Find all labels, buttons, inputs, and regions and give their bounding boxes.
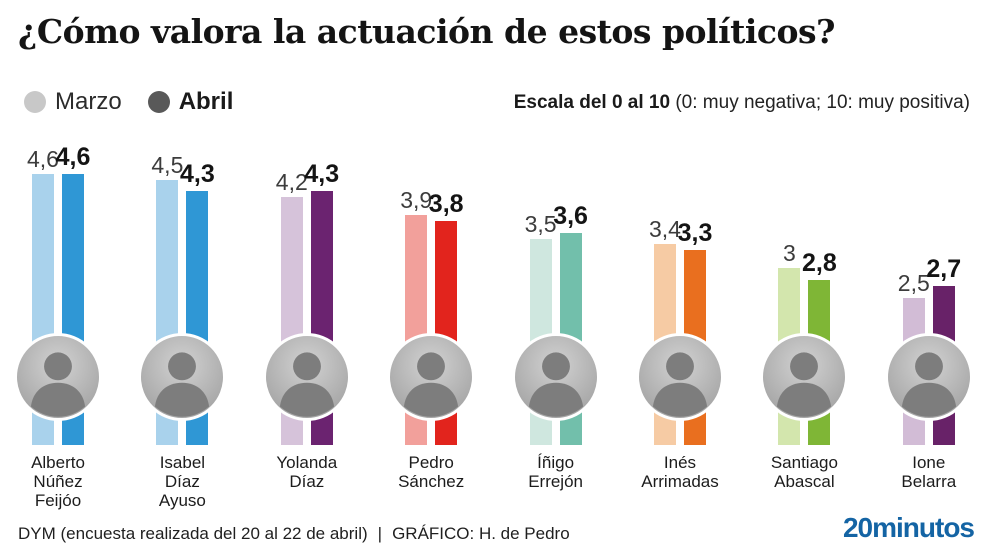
name-ines-arrimadas: Inés Arrimadas [641, 453, 719, 491]
photo-yolanda-diaz [262, 333, 351, 421]
abril-value-alberto-nunez-feijoo: 4,6 [55, 142, 91, 171]
abril-value-yolanda-diaz: 4,3 [304, 160, 340, 189]
legend-item-abril: Abril [147, 88, 234, 116]
marzo-value-yolanda-diaz: 4,2 [275, 169, 308, 196]
marzo-value-ines-arrimadas: 3,4 [649, 216, 681, 243]
name-alberto-nunez-feijoo: Alberto Núñez Feijóo [31, 453, 85, 510]
name-pedro-sanchez: Pedro Sánchez [398, 453, 465, 491]
person-silhouette-icon [404, 352, 459, 417]
person-silhouette-icon [777, 352, 832, 417]
photo-ione-belarra [884, 333, 973, 421]
legend: Marzo Abril [24, 88, 233, 116]
person-silhouette-icon [652, 352, 708, 417]
footer-separator: | [377, 524, 383, 543]
abril-value-ione-belarra: 2,7 [926, 254, 962, 283]
name-isabel-diaz-ayuso: Isabel Díaz Ayuso [158, 453, 206, 510]
abril-value-ines-arrimadas: 3,3 [677, 219, 713, 248]
marzo-value-pedro-sanchez: 3,9 [400, 186, 433, 213]
credit-text: GRÁFICO: H. de Pedro [392, 524, 570, 543]
marzo-dot-icon [24, 91, 46, 113]
abril-value-isabel-diaz-ayuso: 4,3 [180, 160, 215, 189]
photo-inigo-errejon [511, 333, 600, 421]
marzo-value-isabel-diaz-ayuso: 4,5 [151, 151, 184, 178]
person-silhouette-icon [30, 352, 86, 417]
name-ione-belarra: Ione Belarra [901, 453, 957, 491]
scale-note-bold: Escala del 0 al 10 [513, 92, 671, 113]
legend-label-marzo: Marzo [55, 88, 122, 115]
photo-pedro-sanchez [387, 333, 476, 421]
source-text: DYM (encuesta realizada del 20 al 22 de … [18, 524, 368, 543]
photo-ines-arrimadas [636, 333, 724, 421]
legend-item-marzo: Marzo [24, 88, 122, 116]
brand-logo: 20minutos [842, 512, 975, 543]
marzo-value-ione-belarra: 2,5 [897, 269, 930, 296]
name-yolanda-diaz: Yolanda Díaz [276, 453, 338, 491]
marzo-value-santiago-abascal: 3 [782, 240, 796, 266]
abril-dot-icon [147, 91, 170, 113]
name-inigo-errejon: Íñigo Errejón [528, 453, 583, 491]
footer-source-line: DYM (encuesta realizada del 20 al 22 de … [18, 524, 570, 544]
photo-alberto-nunez-feijoo [14, 333, 102, 421]
person-silhouette-icon [155, 352, 210, 417]
abril-value-inigo-errejon: 3,6 [553, 201, 588, 230]
photo-isabel-diaz-ayuso [138, 333, 227, 421]
name-santiago-abascal: Santiago Abascal [770, 453, 838, 491]
marzo-value-alberto-nunez-feijoo: 4,6 [27, 145, 59, 172]
scale-note-rest: (0: muy negativa; 10: muy positiva) [670, 92, 970, 113]
scale-note: Escala del 0 al 10 (0: muy negativa; 10:… [514, 92, 970, 114]
photo-santiago-abascal [760, 333, 849, 421]
person-silhouette-icon [901, 352, 956, 417]
legend-label-abril: Abril [178, 88, 234, 115]
abril-value-santiago-abascal: 2,8 [802, 248, 837, 277]
abril-value-pedro-sanchez: 3,8 [428, 189, 464, 218]
person-silhouette-icon [528, 352, 583, 417]
page-title: ¿Cómo valora la actuación de estos polít… [18, 12, 835, 51]
marzo-value-inigo-errejon: 3,5 [524, 210, 557, 237]
person-silhouette-icon [279, 352, 334, 417]
